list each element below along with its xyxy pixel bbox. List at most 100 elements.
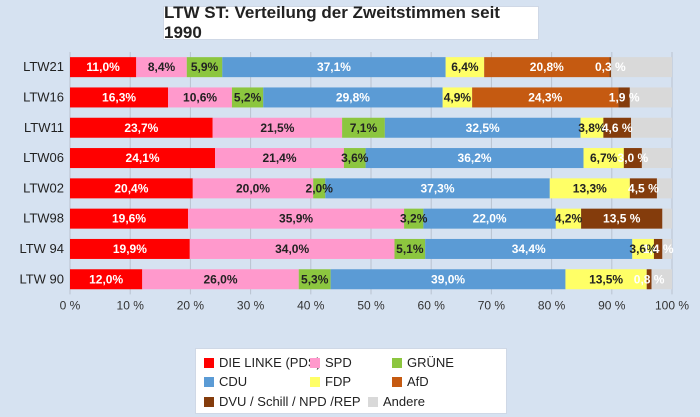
bar-segment bbox=[662, 208, 672, 229]
data-label: 20,4% bbox=[114, 181, 148, 195]
bar-segment bbox=[618, 87, 630, 108]
bar-segment bbox=[629, 178, 657, 199]
bar-segment bbox=[611, 57, 672, 78]
x-tick-label: 100 % bbox=[655, 298, 689, 312]
legend-label: AfD bbox=[407, 374, 429, 389]
bar-segment bbox=[565, 269, 647, 290]
legend-label: Andere bbox=[383, 394, 425, 409]
bar-segment bbox=[189, 238, 395, 259]
legend-swatch bbox=[310, 357, 320, 368]
bar-segment bbox=[365, 148, 584, 169]
data-label: 37,3% bbox=[421, 181, 455, 195]
data-label: 3,2% bbox=[400, 212, 428, 226]
bar-segment bbox=[651, 269, 672, 290]
data-label: 16,3% bbox=[102, 90, 136, 104]
x-tick-label: 80 % bbox=[538, 298, 566, 312]
legend-label: FDP bbox=[325, 374, 351, 389]
legend-swatch bbox=[204, 376, 214, 387]
data-label: 4,5 % bbox=[628, 181, 659, 195]
bar-segment bbox=[662, 238, 672, 259]
bar-segment bbox=[70, 269, 143, 290]
bar-segment bbox=[313, 178, 326, 199]
data-label: 29,8% bbox=[336, 90, 370, 104]
data-label: 7,1% bbox=[350, 121, 378, 135]
bar-segment bbox=[215, 148, 344, 169]
bar-segment bbox=[70, 178, 193, 199]
bar-segment bbox=[70, 148, 216, 169]
legend-label: DIE LINKE (PDS) bbox=[219, 355, 321, 370]
bar-segment bbox=[484, 57, 610, 78]
legend-swatch bbox=[204, 396, 214, 407]
legend-item: DIE LINKE (PDS) bbox=[204, 355, 321, 370]
data-label: 8,4% bbox=[148, 60, 176, 74]
bar-segment bbox=[136, 57, 187, 78]
legend-swatch bbox=[392, 376, 402, 387]
data-label: 3,8% bbox=[578, 121, 606, 135]
data-label: 6,4% bbox=[451, 60, 479, 74]
y-category-label: LTW 90 bbox=[19, 271, 64, 286]
data-label: 35,9% bbox=[279, 212, 313, 226]
bar-segment bbox=[231, 87, 264, 108]
bar-segment bbox=[583, 148, 624, 169]
data-label: 6,7% bbox=[590, 151, 618, 165]
legend-item: CDU bbox=[204, 374, 247, 389]
data-label: 19,9% bbox=[113, 242, 147, 256]
bar-segment bbox=[298, 269, 331, 290]
legend-item: GRÜNE bbox=[392, 355, 454, 370]
bar-segment bbox=[581, 208, 663, 229]
bar-segment bbox=[631, 117, 672, 138]
y-category-label: LTW11 bbox=[24, 120, 64, 135]
legend-label: CDU bbox=[219, 374, 248, 389]
data-label: 5,2% bbox=[234, 90, 262, 104]
data-label: 5,1% bbox=[396, 242, 424, 256]
data-label: 3,6% bbox=[341, 151, 369, 165]
bar-segment bbox=[646, 269, 652, 290]
chart-title: LTW ST: Verteilung der Zweitstimmen seit… bbox=[163, 3, 539, 42]
data-label: 4,2% bbox=[555, 212, 583, 226]
bar-segment bbox=[142, 269, 299, 290]
data-label: 13,3% bbox=[573, 181, 607, 195]
legend-item: FDP bbox=[310, 374, 351, 389]
y-category-label: LTW16 bbox=[23, 89, 64, 104]
y-category-label: LTW98 bbox=[23, 211, 64, 226]
bar-segment bbox=[325, 178, 550, 199]
data-label: 39,0% bbox=[431, 272, 465, 286]
data-label: 4,9% bbox=[444, 90, 472, 104]
x-tick-label: 90 % bbox=[598, 298, 626, 312]
data-label: 21,5% bbox=[260, 121, 294, 135]
legend-label: SPD bbox=[325, 355, 352, 370]
legend-item: AfD bbox=[392, 374, 429, 389]
legend-item: DVU / Schill / NPD /REP bbox=[204, 394, 361, 409]
bar-segment bbox=[472, 87, 619, 108]
bar-segment bbox=[445, 57, 485, 78]
x-tick-label: 70 % bbox=[478, 298, 506, 312]
legend-label: GRÜNE bbox=[407, 355, 454, 370]
legend-swatch bbox=[392, 357, 402, 368]
bar-segment bbox=[641, 148, 672, 169]
y-category-label: LTW06 bbox=[23, 150, 64, 165]
y-category-label: LTW21 bbox=[23, 59, 64, 74]
bar-segment bbox=[342, 117, 385, 138]
bar-segment bbox=[384, 117, 581, 138]
bar-segment bbox=[394, 238, 426, 259]
bar-segment bbox=[70, 208, 188, 229]
data-label: 3,0 % bbox=[618, 151, 649, 165]
data-label: 5,9% bbox=[191, 60, 219, 74]
x-tick-label: 30 % bbox=[237, 298, 265, 312]
y-category-label: LTW02 bbox=[23, 180, 64, 195]
data-label: 13,5 % bbox=[603, 212, 641, 226]
bar-segment bbox=[70, 57, 137, 78]
bar-segment bbox=[629, 87, 672, 108]
bar-segment bbox=[343, 148, 366, 169]
bar-segment bbox=[263, 87, 443, 108]
data-label: 1,9 % bbox=[609, 90, 640, 104]
x-tick-label: 20 % bbox=[177, 298, 205, 312]
legend-item: Andere bbox=[368, 394, 425, 409]
legend-swatch bbox=[204, 357, 214, 368]
data-label: 21,4% bbox=[262, 151, 296, 165]
data-label: 34,0% bbox=[275, 242, 309, 256]
bar-segment bbox=[623, 148, 642, 169]
y-category-label: LTW 94 bbox=[19, 241, 64, 256]
